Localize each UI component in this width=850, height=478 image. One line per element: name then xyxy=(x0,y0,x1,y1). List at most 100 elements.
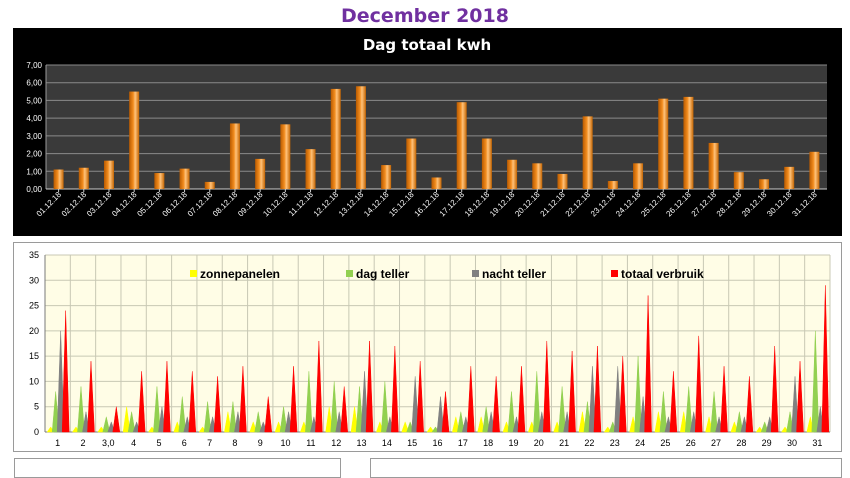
y-tick-label: 25 xyxy=(29,301,39,311)
y-tick-label: 30 xyxy=(29,275,39,285)
x-tick-label: 19.12.18 xyxy=(488,190,517,219)
legend-label: nacht teller xyxy=(482,267,546,281)
chart-title: Dag totaal kwh xyxy=(363,36,491,54)
x-tick-label: 20 xyxy=(534,438,544,448)
bar-totaal-verbruik xyxy=(770,346,779,433)
x-tick-label: 25.12.18 xyxy=(639,190,668,219)
bar-totaal-verbruik xyxy=(492,376,500,433)
bar xyxy=(381,165,392,189)
x-tick-label: 13.12.18 xyxy=(337,190,366,219)
bar xyxy=(305,149,316,189)
y-tick-label: 6,00 xyxy=(26,79,42,88)
x-tick-label: 13 xyxy=(357,438,367,448)
bar-totaal-verbruik xyxy=(644,295,652,433)
bar xyxy=(658,98,669,189)
legend-label: zonnepanelen xyxy=(200,267,280,281)
x-tick-label: 28.12.18 xyxy=(715,190,744,219)
bar-totaal-verbruik xyxy=(264,396,273,433)
bar-totaal-verbruik xyxy=(163,361,171,433)
bar-zonnepanelen xyxy=(224,411,232,433)
x-tick-label: 11.12.18 xyxy=(287,190,315,218)
bar xyxy=(179,168,190,189)
x-tick-label: 07.12.18 xyxy=(186,190,215,219)
x-tick-label: 18.12.18 xyxy=(463,190,492,219)
bar-dag-teller xyxy=(305,371,313,433)
x-tick-label: 18 xyxy=(483,438,493,448)
bar-nacht-teller xyxy=(411,376,419,433)
x-tick-label: 28 xyxy=(736,438,746,448)
bar xyxy=(229,123,240,189)
bar xyxy=(406,138,417,189)
bar-totaal-verbruik xyxy=(87,361,95,433)
x-tick-label: 8 xyxy=(232,438,237,448)
x-tick-label: 06.12.18 xyxy=(161,190,190,219)
x-tick-label: 6 xyxy=(182,438,187,448)
bar-dag-teller xyxy=(634,356,642,433)
bar-dag-teller xyxy=(710,391,718,433)
x-tick-label: 25 xyxy=(660,438,670,448)
bar-totaal-verbruik xyxy=(340,386,348,433)
bar xyxy=(355,86,366,189)
bar-nacht-teller xyxy=(360,371,369,433)
plot-area xyxy=(45,255,830,432)
x-tick-label: 17 xyxy=(458,438,468,448)
bar-dag-teller xyxy=(178,396,187,433)
x-tick-label: 29 xyxy=(762,438,772,448)
legend-label: totaal verbruik xyxy=(621,267,704,281)
bar-dag-teller xyxy=(153,386,161,433)
x-tick-label: 23.12.18 xyxy=(589,190,618,219)
bar-totaal-verbruik xyxy=(821,285,830,433)
x-tick-label: 29.12.18 xyxy=(740,190,769,219)
bar-totaal-verbruik xyxy=(467,366,475,433)
bar-totaal-verbruik xyxy=(391,346,399,433)
bar-dag-teller xyxy=(482,406,490,433)
bar-totaal-verbruik xyxy=(188,371,197,433)
bar xyxy=(633,163,644,189)
bar-nacht-teller xyxy=(791,376,799,433)
x-tick-label: 30 xyxy=(787,438,797,448)
bar-totaal-verbruik xyxy=(365,340,374,433)
bar-totaal-verbruik xyxy=(61,310,70,433)
bar xyxy=(532,163,543,189)
y-tick-label: 2,00 xyxy=(26,150,42,159)
bar xyxy=(809,151,820,189)
bottom-panel-left xyxy=(14,458,341,478)
bar-nacht-teller xyxy=(588,366,597,433)
y-tick-label: 5 xyxy=(34,402,39,412)
x-tick-label: 16.12.18 xyxy=(413,190,442,219)
x-tick-label: 26.12.18 xyxy=(664,190,693,219)
bar-zonnepanelen xyxy=(426,426,435,433)
bar xyxy=(733,172,744,189)
bar xyxy=(683,96,694,189)
daily-total-chart-svg: Dag totaal kwh 0,00 1,00 2,00 3,00 4,00 5,00 6,… xyxy=(26,36,827,219)
bar xyxy=(481,138,492,189)
daily-breakdown-chart: 0 5 10 15 20 25 30 35 1 2 3,0 4 5 6 7 8 9 10 11 12 13 14 15 16 1… xyxy=(13,242,842,452)
bar-dag-teller xyxy=(457,411,465,433)
x-tick-label: 31.12.18 xyxy=(790,190,819,219)
plot-area xyxy=(46,65,827,189)
x-tick-label: 27.12.18 xyxy=(690,190,719,219)
bar-dag-teller xyxy=(760,421,769,433)
x-tick-label: 17.12.18 xyxy=(438,190,467,219)
bar xyxy=(784,166,795,189)
daily-total-chart: Dag totaal kwh 0,00 1,00 2,00 3,00 4,00 5,00 6,… xyxy=(13,28,842,236)
y-tick-label: 0 xyxy=(34,427,39,437)
x-tick-label: 30.12.18 xyxy=(765,190,794,219)
bar-totaal-verbruik xyxy=(112,406,121,433)
legend-swatch xyxy=(472,270,479,277)
x-tick-label: 08.12.18 xyxy=(211,190,240,219)
bar xyxy=(280,124,291,189)
bar-totaal-verbruik xyxy=(517,366,526,433)
x-tick-label: 5 xyxy=(156,438,161,448)
bar-zonnepanelen xyxy=(477,416,485,433)
bar-dag-teller xyxy=(203,401,212,433)
y-tick-label: 7,00 xyxy=(26,61,42,70)
x-tick-label: 24.12.18 xyxy=(614,190,643,219)
bar xyxy=(557,173,568,189)
x-tick-label: 19 xyxy=(508,438,518,448)
bar xyxy=(103,160,114,189)
bar-dag-teller xyxy=(77,386,85,433)
x-tick-label: 2 xyxy=(80,438,85,448)
bar xyxy=(708,142,719,189)
